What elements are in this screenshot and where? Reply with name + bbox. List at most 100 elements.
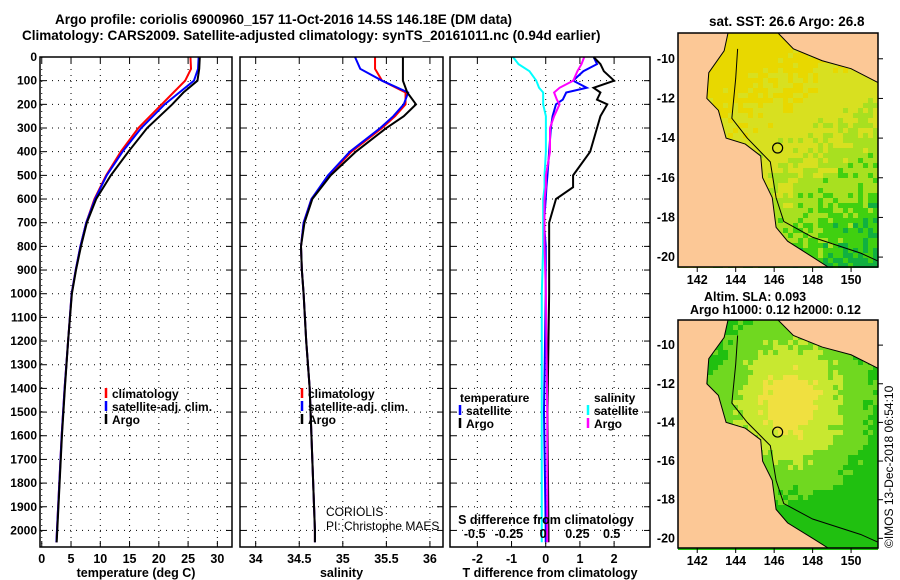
map-cell — [863, 153, 868, 158]
map-cell — [858, 390, 863, 395]
map-cell — [843, 193, 848, 198]
map-cell — [748, 113, 753, 118]
map-cell — [768, 450, 773, 455]
map-cell — [773, 470, 778, 475]
map-cell — [798, 233, 803, 238]
map-cell — [738, 340, 743, 345]
map-cell — [823, 108, 828, 113]
map-cell — [853, 193, 858, 198]
map-cell — [853, 360, 858, 365]
map-cell — [868, 103, 873, 108]
map-cell — [783, 395, 788, 400]
map-cell — [718, 395, 723, 400]
map-cell — [768, 360, 773, 365]
map-cell — [873, 490, 878, 495]
map-cell — [788, 103, 793, 108]
map-cell — [828, 485, 833, 490]
map-cell — [853, 510, 858, 515]
map-cell — [818, 375, 823, 380]
map-cell — [828, 455, 833, 460]
map-cell — [718, 390, 723, 395]
map-cell — [773, 158, 778, 163]
map-cell — [848, 233, 853, 238]
map-cell — [763, 178, 768, 183]
map-cell — [743, 335, 748, 340]
map-cell — [828, 158, 833, 163]
map-cell — [728, 345, 733, 350]
map-cell — [873, 113, 878, 118]
map-cell — [858, 370, 863, 375]
map-cell — [728, 133, 733, 138]
map-cell — [793, 345, 798, 350]
map-cell — [783, 148, 788, 153]
map-cell — [803, 370, 808, 375]
map-cell — [858, 258, 863, 263]
map-cell — [733, 385, 738, 390]
difference-panel — [449, 56, 651, 548]
map-cell — [788, 515, 793, 520]
map-cell — [838, 203, 843, 208]
map-cell — [778, 178, 783, 183]
map-cell — [758, 68, 763, 73]
map-cell — [858, 460, 863, 465]
map-cell — [833, 405, 838, 410]
map-cell — [723, 53, 728, 58]
map-cell — [828, 103, 833, 108]
map-cell — [868, 480, 873, 485]
map-cell — [863, 435, 868, 440]
map-cell — [818, 490, 823, 495]
map-cell — [743, 83, 748, 88]
map-cell — [728, 350, 733, 355]
map-cell — [823, 208, 828, 213]
map-cell — [798, 425, 803, 430]
map-cell — [788, 88, 793, 93]
map-cell — [773, 53, 778, 58]
map-cell — [713, 93, 718, 98]
map-cell — [738, 113, 743, 118]
map-cell — [818, 218, 823, 223]
map-cell — [828, 78, 833, 83]
lat-tick-label: -16 — [657, 171, 675, 185]
map-cell — [818, 395, 823, 400]
map-cell — [778, 73, 783, 78]
map-cell — [793, 218, 798, 223]
map-cell — [758, 415, 763, 420]
map-cell — [788, 228, 793, 233]
map-cell — [753, 425, 758, 430]
map-cell — [863, 395, 868, 400]
map-cell — [813, 213, 818, 218]
map-cell — [848, 208, 853, 213]
map-cell — [808, 178, 813, 183]
map-cell — [793, 395, 798, 400]
map-cell — [793, 198, 798, 203]
map-cell — [773, 183, 778, 188]
map-cell — [808, 228, 813, 233]
map-cell — [768, 430, 773, 435]
map-cell — [733, 420, 738, 425]
map-cell — [778, 475, 783, 480]
map-cell — [838, 405, 843, 410]
map-cell — [818, 380, 823, 385]
map-cell — [858, 470, 863, 475]
map-cell — [803, 405, 808, 410]
map-cell — [823, 238, 828, 243]
map-cell — [848, 365, 853, 370]
map-cell — [853, 158, 858, 163]
map-cell — [828, 460, 833, 465]
map-cell — [773, 455, 778, 460]
map-cell — [863, 540, 868, 545]
map-cell — [758, 103, 763, 108]
map-cell — [858, 78, 863, 83]
map-cell — [818, 83, 823, 88]
map-cell — [873, 425, 878, 430]
map-cell — [828, 385, 833, 390]
map-cell — [773, 203, 778, 208]
plot-frame — [239, 56, 444, 548]
map-cell — [828, 238, 833, 243]
map-cell — [843, 248, 848, 253]
map-cell — [803, 515, 808, 520]
map-cell — [858, 83, 863, 88]
map-cell — [733, 380, 738, 385]
map-cell — [868, 83, 873, 88]
map-cell — [783, 430, 788, 435]
